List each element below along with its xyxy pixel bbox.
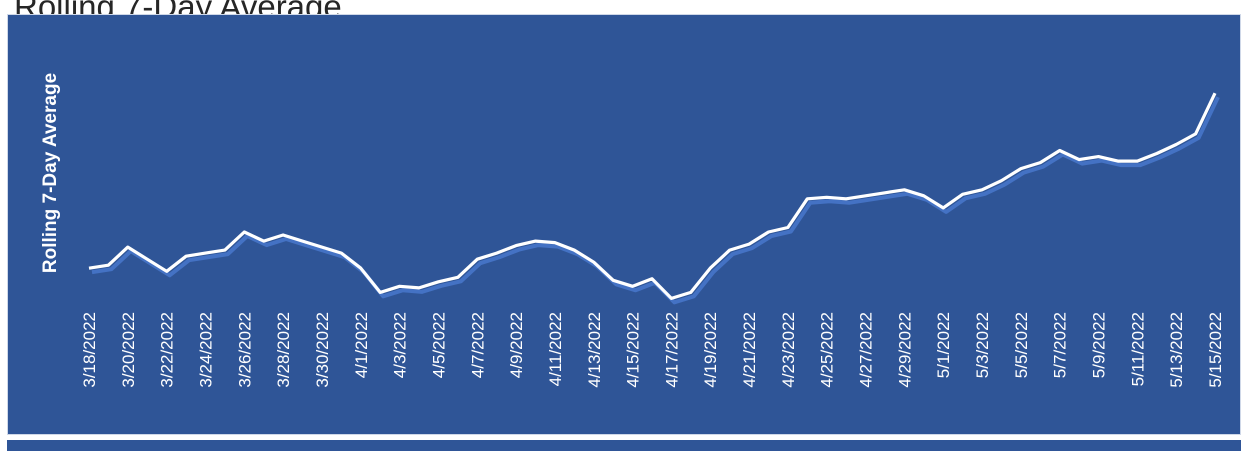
x-tick-label: 5/5/2022	[1012, 312, 1031, 378]
x-tick-label: 4/5/2022	[429, 312, 448, 378]
x-tick-label: 3/26/2022	[235, 312, 254, 388]
x-tick-label: 5/1/2022	[934, 312, 953, 378]
x-tick-label: 5/13/2022	[1167, 312, 1186, 388]
x-tick-label: 4/21/2022	[740, 312, 759, 388]
series-group	[88, 92, 1220, 305]
x-tick-label: 5/15/2022	[1206, 312, 1225, 388]
series-line-shadow	[91, 96, 1220, 305]
x-tick-label: 4/7/2022	[468, 312, 487, 378]
line-chart: 3/18/2022 3/20/2022 3/22/2022 3/24/2022 3/26…	[40, 73, 1225, 388]
x-tick-label: 4/9/2022	[507, 312, 526, 378]
x-tick-label: 5/11/2022	[1128, 312, 1147, 386]
x-tick-label: 4/13/2022	[585, 312, 604, 388]
x-tick-label: 5/9/2022	[1090, 312, 1109, 378]
x-tick-label: 3/22/2022	[158, 312, 177, 388]
drop-lines	[88, 93, 1216, 305]
x-tick-label: 3/28/2022	[274, 312, 293, 388]
x-tick-label: 4/23/2022	[779, 312, 798, 388]
x-tick-label: 4/27/2022	[857, 312, 876, 388]
x-tick-label: 3/30/2022	[313, 312, 332, 388]
x-tick-label: 4/15/2022	[624, 312, 643, 388]
x-tick-label: 4/19/2022	[701, 312, 720, 388]
x-tick-label: 4/1/2022	[352, 312, 371, 378]
x-axis-tick-labels: 3/18/2022 3/20/2022 3/22/2022 3/24/2022 3/26…	[80, 312, 1225, 388]
x-tick-label: 5/7/2022	[1051, 312, 1070, 378]
x-tick-label: 3/20/2022	[119, 312, 138, 388]
x-tick-label: 4/11/2022	[546, 312, 565, 386]
bottom-strip	[7, 440, 1241, 451]
series-line	[88, 92, 1217, 300]
x-tick-label: 3/24/2022	[197, 312, 216, 388]
y-axis-label: Rolling 7-Day Average	[40, 73, 61, 273]
x-tick-label: 4/25/2022	[818, 312, 837, 388]
x-tick-label: 4/29/2022	[895, 312, 914, 388]
x-tick-label: 3/18/2022	[80, 312, 99, 388]
x-tick-label: 4/17/2022	[662, 312, 681, 388]
x-tick-label: 5/3/2022	[973, 312, 992, 378]
x-tick-label: 4/3/2022	[391, 312, 410, 378]
chart-frame: 3/18/2022 3/20/2022 3/22/2022 3/24/2022 3/26…	[7, 14, 1241, 435]
